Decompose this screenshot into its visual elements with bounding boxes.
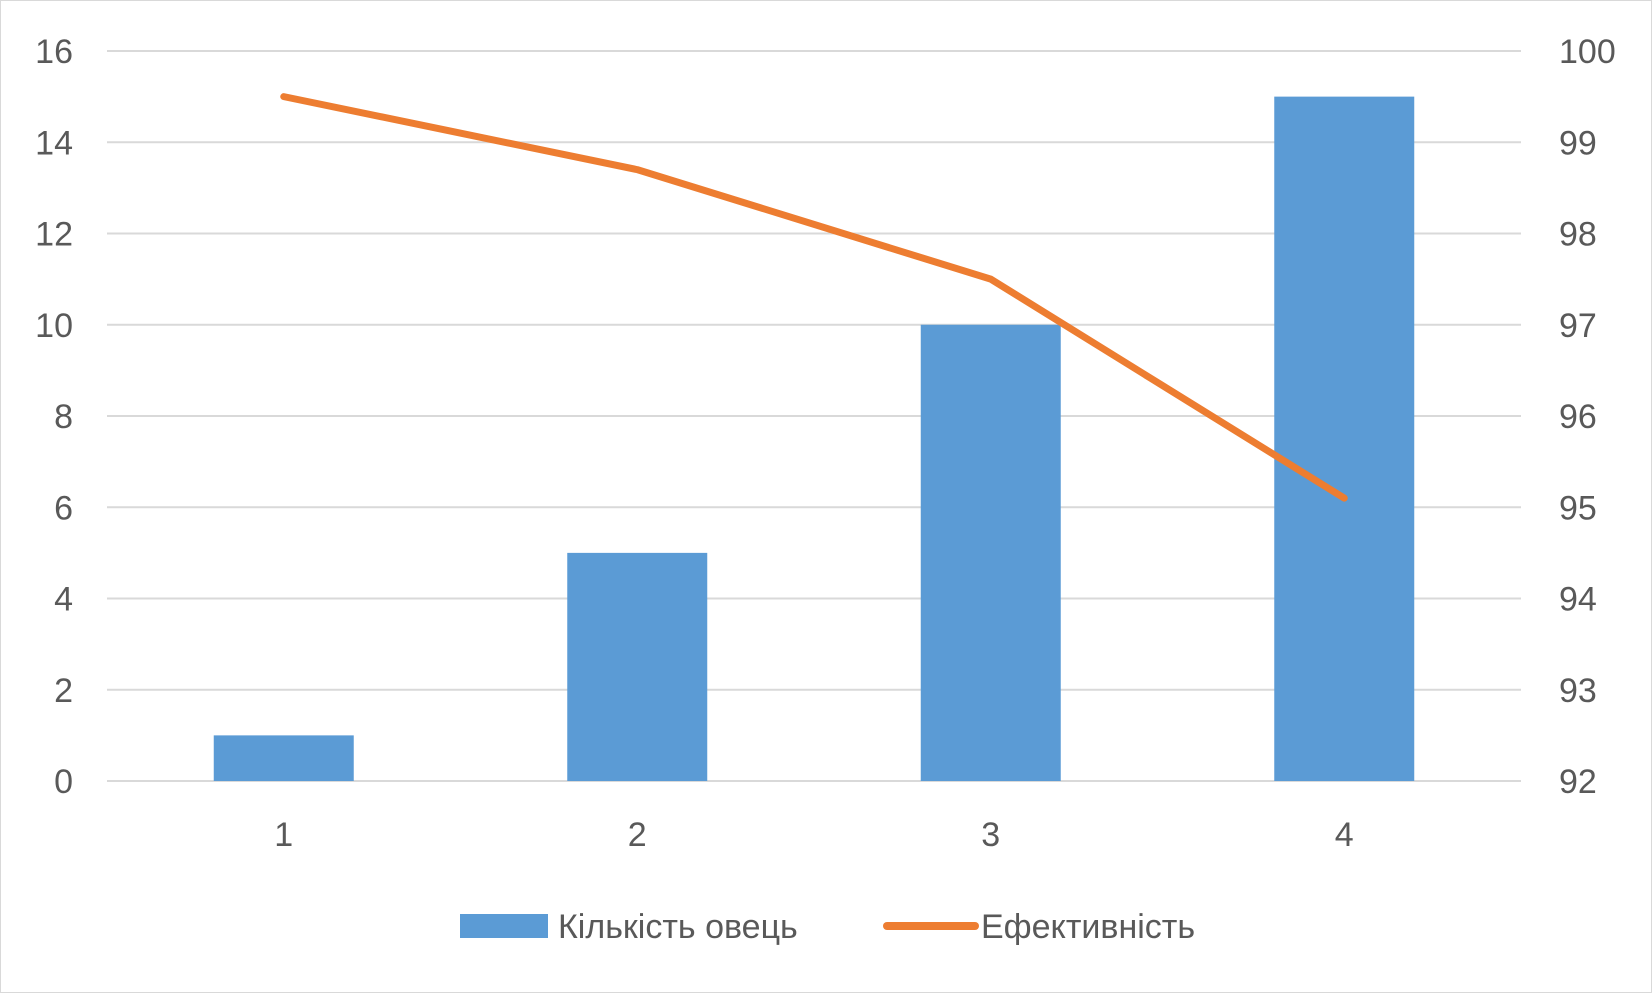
bar-series-layer [214,97,1415,781]
left-axis-tick-label: 2 [54,672,73,710]
line-series-path [284,97,1345,499]
right-axis-tick-label: 93 [1559,672,1597,710]
x-axis-tick-label: 1 [274,816,293,854]
right-axis-tick-label: 94 [1559,581,1597,619]
legend-swatch-bar [460,914,548,938]
left-axis-tick-label: 6 [54,489,73,527]
right-axis-tick-label: 100 [1559,33,1616,71]
left-y-axis: 0 2 4 6 8 10 12 14 16 [35,33,73,801]
right-y-axis: 92 93 94 95 96 97 98 99 100 [1559,33,1616,801]
right-axis-tick-label: 97 [1559,307,1597,345]
right-axis-tick-label: 92 [1559,763,1597,801]
x-axis: 1 2 3 4 [274,816,1353,854]
legend: Кількість овець Ефективність [460,908,1195,946]
bar [1274,97,1414,781]
legend-label-bar: Кількість овець [558,908,798,946]
bar [567,553,707,781]
left-axis-tick-label: 14 [35,124,73,162]
left-axis-tick-label: 16 [35,33,73,71]
left-axis-tick-label: 0 [54,763,73,801]
left-axis-tick-label: 12 [35,216,73,254]
right-axis-tick-label: 96 [1559,398,1597,436]
legend-label-line: Ефективність [981,908,1195,946]
left-axis-tick-label: 4 [54,581,73,619]
x-axis-tick-label: 2 [628,816,647,854]
left-axis-tick-label: 10 [35,307,73,345]
line-series-layer [284,97,1345,499]
right-axis-tick-label: 95 [1559,489,1597,527]
x-axis-tick-label: 4 [1335,816,1354,854]
bar [921,325,1061,781]
bar [214,735,354,781]
x-axis-tick-label: 3 [981,816,1000,854]
right-axis-tick-label: 98 [1559,216,1597,254]
left-axis-tick-label: 8 [54,398,73,436]
right-axis-tick-label: 99 [1559,124,1597,162]
